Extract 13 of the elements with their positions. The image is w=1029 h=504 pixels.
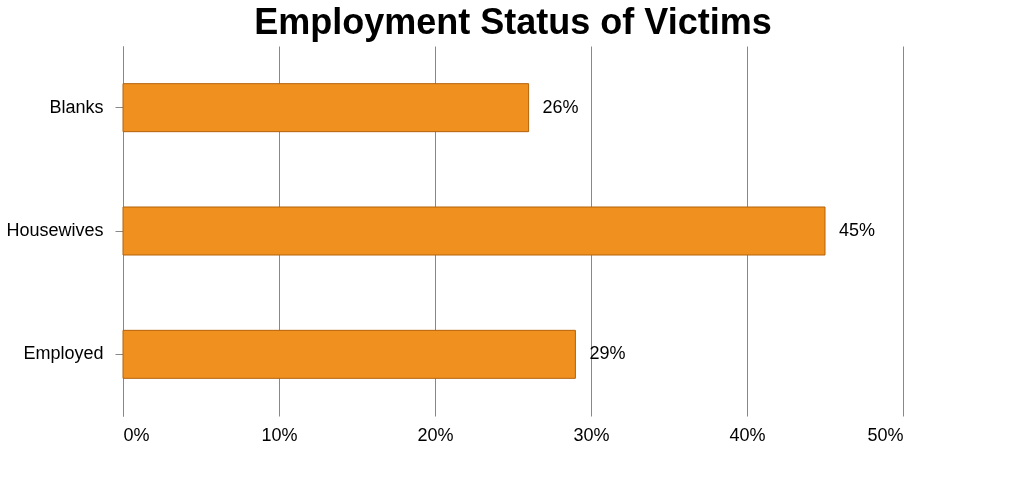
y-tick-label: Employed <box>23 343 104 364</box>
data-label: 26% <box>542 96 579 117</box>
data-label: 45% <box>839 220 876 240</box>
data-label: 29% <box>589 343 626 364</box>
x-tick-label: 40% <box>729 424 766 445</box>
chart-title: Employment Status of Victims <box>254 1 772 42</box>
x-tick-label: 50% <box>867 424 904 445</box>
y-tick-label: Housewives <box>6 220 104 240</box>
x-tick-label: 30% <box>573 424 610 445</box>
x-tick-label: 0% <box>123 424 150 445</box>
x-tick-label: 10% <box>261 424 298 445</box>
y-tick-label: Blanks <box>49 96 104 117</box>
x-tick-label: 20% <box>417 424 454 445</box>
